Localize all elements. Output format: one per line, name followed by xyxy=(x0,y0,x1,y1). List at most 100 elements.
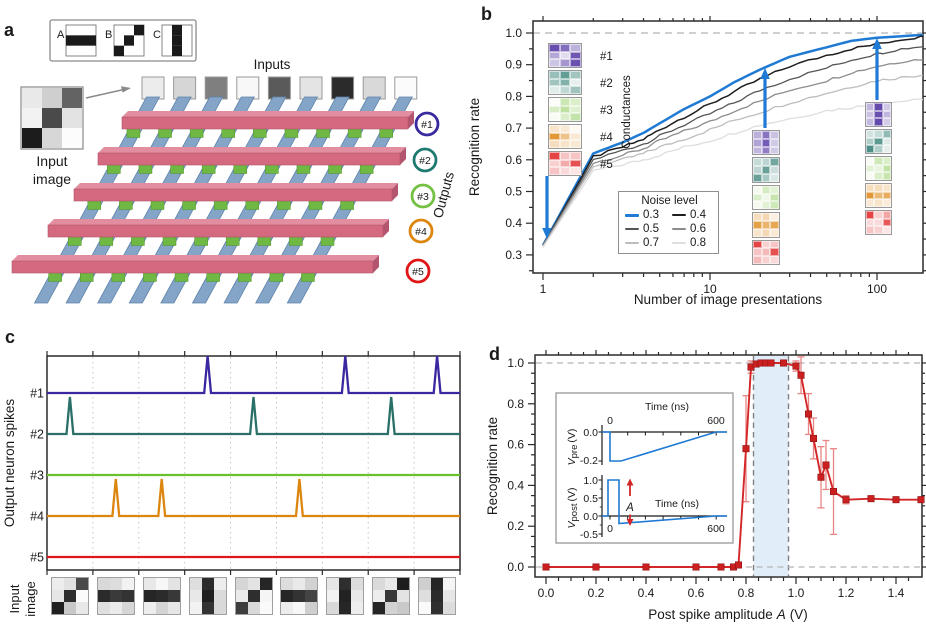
vpost-ytick-neg05: -0.5 xyxy=(580,529,598,541)
plot-frame xyxy=(46,355,461,571)
synapse-cell xyxy=(170,164,184,174)
vpre-time-title: Time (ns) xyxy=(645,401,689,413)
y-tick-label: 0.4 xyxy=(505,216,522,230)
y-tick-label: 0.8 xyxy=(507,397,524,411)
input-square xyxy=(299,76,323,100)
legend-entry-label: 0.6 xyxy=(690,223,706,235)
synapse-cell xyxy=(316,128,330,138)
panel-d-xlabel: Post spike amplitude A (V) xyxy=(648,607,808,622)
panel-b-curves xyxy=(541,33,923,248)
input-image-cell xyxy=(42,108,62,128)
input-square xyxy=(267,76,291,100)
data-marker xyxy=(842,496,850,504)
legend-entry-0.7: 0.7 xyxy=(625,237,667,249)
output-neuron-badges: #1 #2 #3 #4 #5 xyxy=(405,111,440,284)
input-square xyxy=(331,76,355,100)
legend-entry-label: 0.5 xyxy=(643,223,659,235)
synapse-cell xyxy=(182,200,196,210)
synapse-cell xyxy=(48,272,62,282)
y-tick-label: 0.3 xyxy=(505,248,522,262)
noise-curve-0.3 xyxy=(541,33,923,247)
output-badge-label: #1 xyxy=(421,119,433,131)
pattern-key-box: A B C xyxy=(49,19,197,62)
spike-waveform-inset: Time (ns) 0 600 0.0 -0.2 Vpre(V) 1.0 0.5… xyxy=(555,392,734,544)
input-squares-row xyxy=(141,76,418,100)
synapse-cell xyxy=(269,272,284,282)
synapse-cell xyxy=(277,200,291,210)
legend-entry-0.4: 0.4 xyxy=(672,209,714,221)
input-image-caption-line2: image xyxy=(33,171,71,187)
panel-c-caption-line2: image xyxy=(23,581,38,616)
synapse-cell xyxy=(233,164,248,174)
conductance-map-stage2-n3 xyxy=(752,184,780,211)
output-wire-top xyxy=(48,219,389,225)
data-marker xyxy=(809,434,817,442)
noise-level-legend: Noise level 0.3 0.4 0.5 0.6 0.7 0.8 xyxy=(618,191,719,254)
x-tick-label: 0.8 xyxy=(738,586,755,600)
pattern-letter: B xyxy=(105,29,112,41)
data-marker xyxy=(642,563,650,571)
data-marker xyxy=(734,561,742,569)
vpre-xtick-0: 0 xyxy=(607,415,613,427)
synapse-cell xyxy=(189,128,204,138)
shaded-band xyxy=(753,356,789,576)
conductance-row-label: #3 xyxy=(600,105,613,117)
input-image-caption-line1: Input xyxy=(36,153,67,169)
x-tick-label: 0.2 xyxy=(588,586,605,600)
panel-b-ylabel: Recognition rate xyxy=(467,98,482,196)
panel-c-plot: #1 #2 #3 #4 #5 xyxy=(30,351,461,575)
pattern-letter: A xyxy=(57,29,65,41)
input-square xyxy=(204,76,228,100)
synapse-cell xyxy=(126,128,141,138)
vpre-ylabel: Vpre(V) xyxy=(566,429,580,466)
input-image-grid xyxy=(20,86,84,150)
output-badge-label: #4 xyxy=(415,226,427,238)
synapse-cell xyxy=(194,236,208,246)
output-badge-label: #3 xyxy=(417,191,429,203)
input-image-cell xyxy=(22,108,42,128)
data-marker xyxy=(779,359,787,367)
amplitude-arrow-down-head xyxy=(626,519,634,526)
output-wire-top xyxy=(98,147,406,153)
synapse-cell xyxy=(221,128,235,138)
stage3-arrow-head xyxy=(872,38,882,49)
x-tick-label: 1 xyxy=(540,282,547,296)
legend-entry-label: 0.8 xyxy=(690,237,706,249)
legend-entry-label: 0.7 xyxy=(643,237,659,249)
amplitude-arrow-up-head xyxy=(626,478,634,486)
data-marker xyxy=(822,461,830,469)
input-image-cell xyxy=(62,108,82,128)
output-badge-label: #5 xyxy=(412,266,424,278)
vpre-waveform xyxy=(602,431,727,462)
x-tick-label: 0.6 xyxy=(688,586,705,600)
conductance-map-stage1-n5 xyxy=(548,151,582,176)
vpre-ytick-neg02: -0.2 xyxy=(580,455,598,467)
trace-label: #2 xyxy=(30,428,44,442)
pattern-cell xyxy=(172,35,182,46)
synapse-cell xyxy=(257,236,272,246)
vpost-ytick-00: 0.0 xyxy=(583,511,598,523)
output-wire-top xyxy=(12,255,379,261)
x-tick-label: 10 xyxy=(703,282,717,296)
synapse-cell xyxy=(308,200,323,210)
pattern-cell xyxy=(86,35,96,46)
data-marker xyxy=(692,563,700,571)
panel-c-caption-line1: Input xyxy=(7,584,22,613)
y-tick-label: 0.5 xyxy=(505,185,522,199)
synapse-cell xyxy=(162,236,177,246)
y-tick-label: 0.4 xyxy=(507,478,524,492)
output-wire-side xyxy=(373,255,379,273)
spike-trace-n1 xyxy=(47,355,460,395)
synapse-cell xyxy=(111,272,126,282)
synapse-cell xyxy=(138,164,153,174)
conductance-map-stage1-n2 xyxy=(548,70,582,95)
synapse-cell xyxy=(225,236,240,246)
conductance-map-stage3-n2 xyxy=(865,129,892,154)
plot-frame xyxy=(534,354,923,578)
input-image-slot-9 xyxy=(418,577,457,615)
x-tick-label: 1.4 xyxy=(888,586,905,600)
output-badge xyxy=(410,183,436,209)
panel-c-spike-raster: c #1 #2 #3 #4 #5 Output neuron spikes Input … xyxy=(0,315,463,630)
x-tick-label: 0.0 xyxy=(538,586,555,600)
data-marker xyxy=(592,563,600,571)
